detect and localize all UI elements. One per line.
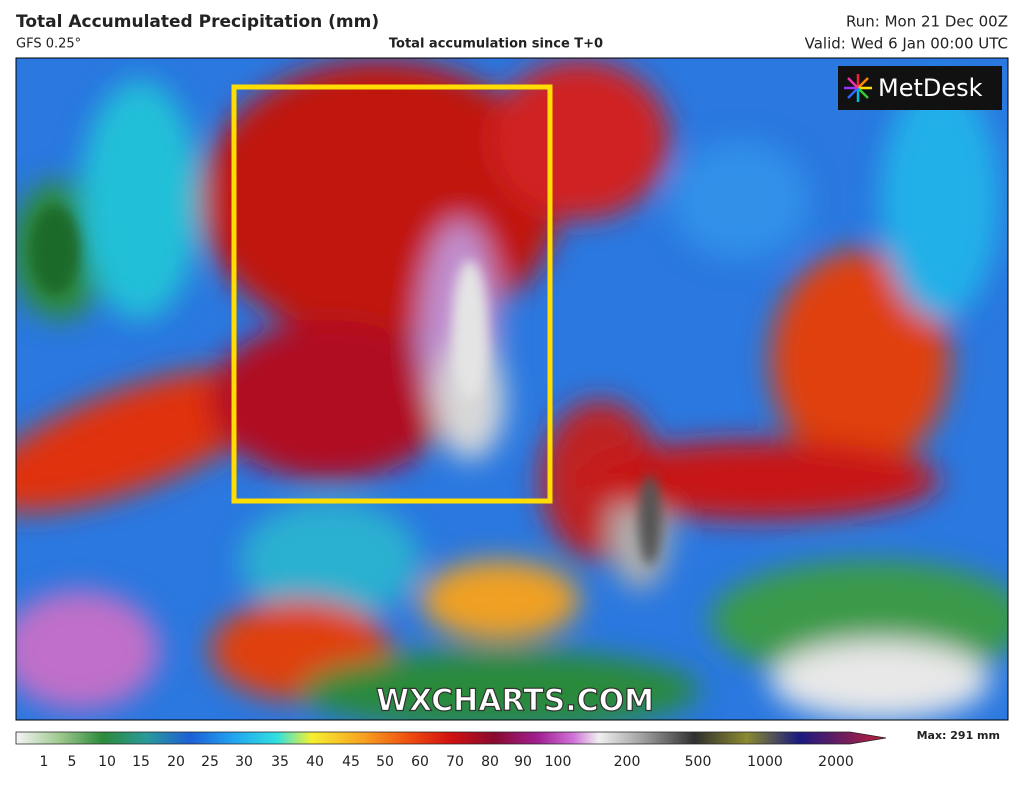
colorbar-tick-label: 90 <box>514 754 532 770</box>
map: WXCHARTS.COM <box>16 58 1008 720</box>
colorbar-tick-label: 45 <box>342 754 360 770</box>
colorbar-tick-label: 100 <box>545 754 572 770</box>
colorbar-tick-label: 1000 <box>747 754 783 770</box>
colorbar-tick-label: 2000 <box>818 754 854 770</box>
logo: MetDesk <box>878 74 983 102</box>
colorbar-tick-label: 1 <box>40 754 49 770</box>
model: GFS 0.25° <box>16 37 81 52</box>
colorbar-ticks: 1 5 10 15 20 25 30 35 40 45 50 60 70 80 90 100 200 500 100… <box>40 754 854 770</box>
max-label: Max: 291 mm <box>917 729 1000 742</box>
colorbar-tick-label: 15 <box>132 754 150 770</box>
colorbar-tick-label: 50 <box>376 754 394 770</box>
run-time: Run: Mon 21 Dec 00Z <box>846 13 1008 31</box>
colorbar-tick-label: 10 <box>98 754 116 770</box>
colorbar <box>15 731 887 745</box>
colorbar-tick-label: 200 <box>614 754 641 770</box>
colorbar-tick-label: 80 <box>481 754 499 770</box>
colorbar-tick-label: 5 <box>68 754 77 770</box>
colorbar-tick-label: 35 <box>271 754 289 770</box>
watermark: WXCHARTS.COM <box>376 684 654 719</box>
colorbar-tick-label: 70 <box>446 754 464 770</box>
colorbar-tick-label: 500 <box>685 754 712 770</box>
colorbar-tick-label: 25 <box>201 754 219 770</box>
colorbar-tick-label: 40 <box>306 754 324 770</box>
valid-time: Valid: Wed 6 Jan 00:00 UTC <box>805 35 1008 53</box>
logo-icon <box>844 74 872 102</box>
colorbar-tick-label: 30 <box>235 754 253 770</box>
subtitle: Total accumulation since T+0 <box>389 37 603 52</box>
colorbar-tick-label: 60 <box>411 754 429 770</box>
colorbar-tick-label: 20 <box>167 754 185 770</box>
title: Total Accumulated Precipitation (mm) <box>16 12 379 32</box>
